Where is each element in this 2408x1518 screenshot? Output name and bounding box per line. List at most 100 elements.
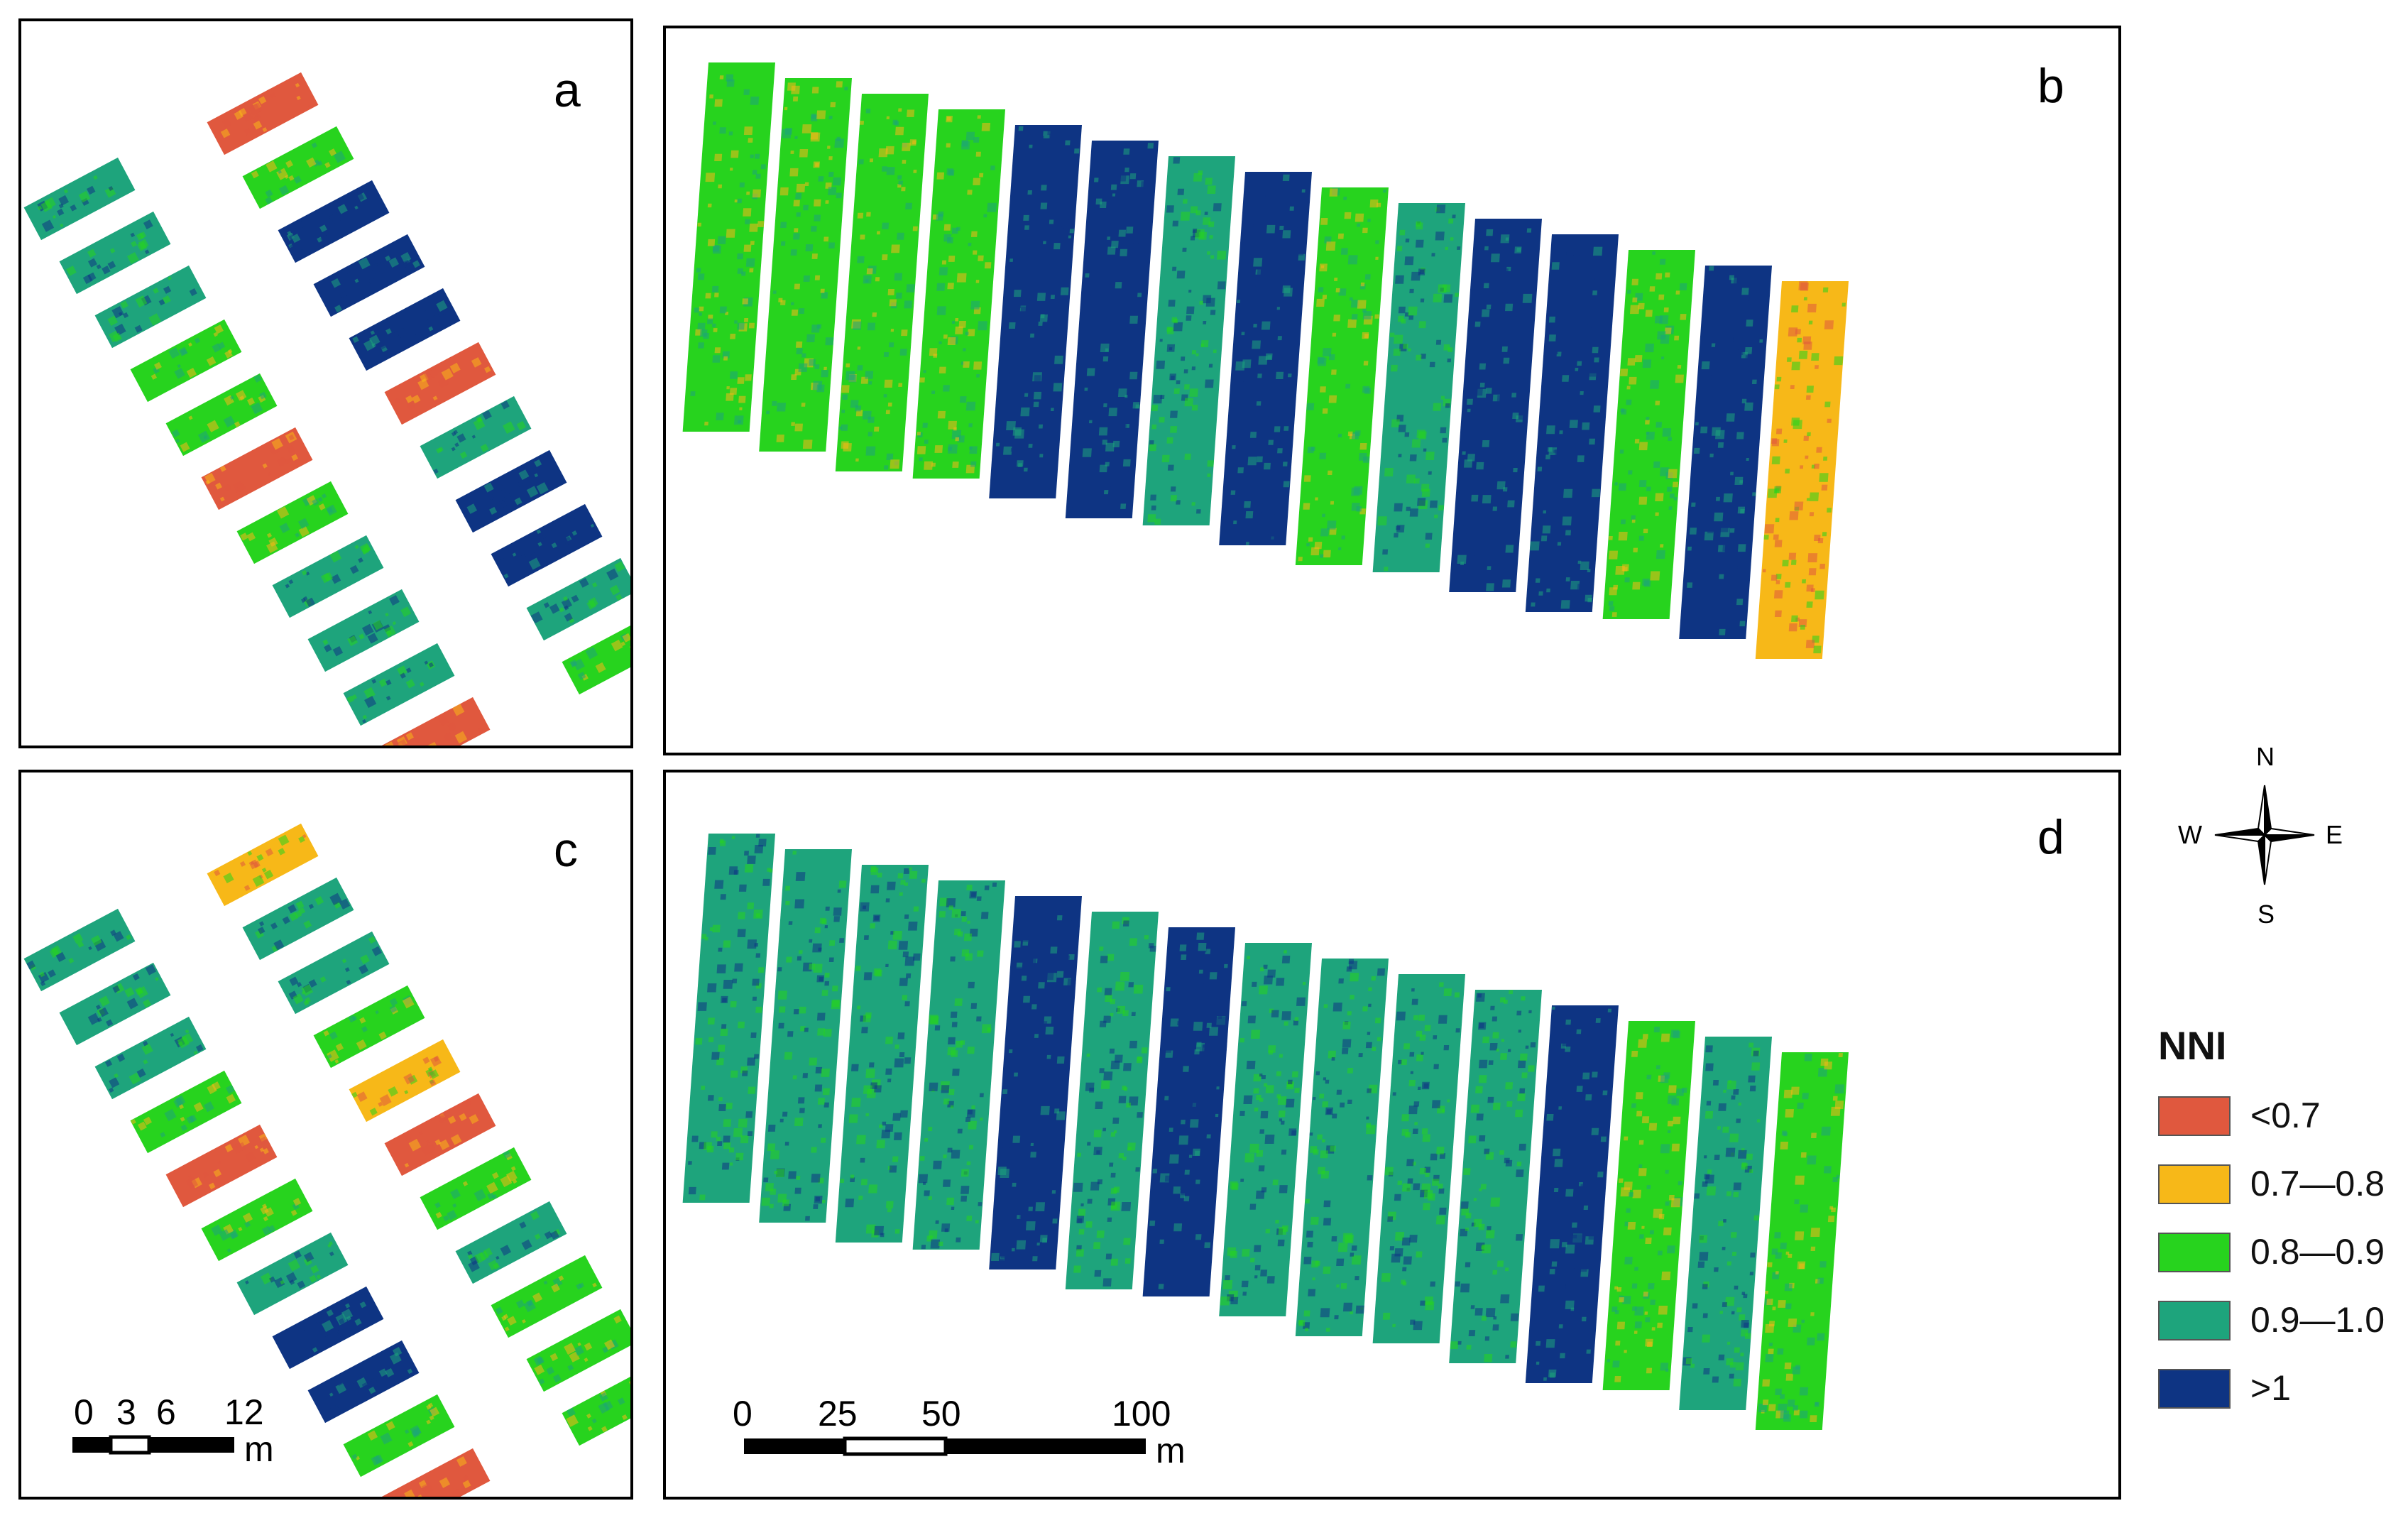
panel-a-plot-texture: [295, 533, 300, 537]
panel-b-strip-texture: [1041, 185, 1047, 191]
panel-b-strip-texture: [1170, 426, 1178, 433]
panel-b-strip-texture: [968, 423, 973, 427]
panel-b-strip-texture: [1693, 447, 1700, 454]
panel-d-strip-texture: [845, 1198, 855, 1208]
panel-d-strip-texture: [1340, 1283, 1347, 1289]
panel-d-strip-texture: [1450, 1341, 1459, 1350]
panel-a-plot-texture: [405, 667, 412, 673]
panel-d-strip-texture: [1401, 1114, 1410, 1122]
panel-a-plot-texture: [537, 542, 542, 547]
panel-b-strip-texture: [1794, 501, 1804, 510]
panel-d-strip-texture: [990, 1252, 1000, 1261]
panel-b-strip-texture: [1723, 337, 1734, 346]
panel-b-strip-texture: [1351, 314, 1358, 320]
panel-b-strip-texture: [1209, 235, 1213, 239]
panel-d-strip-texture: [881, 1130, 891, 1139]
panel-d-strip-texture: [1263, 976, 1274, 985]
panel-c-plot-texture: [538, 1378, 545, 1385]
panel-b-strip-texture: [805, 244, 814, 251]
panel-d-strip-texture: [1209, 1027, 1219, 1036]
panel-b-strip-texture: [1322, 513, 1325, 518]
panel-a-plot-texture: [220, 129, 231, 138]
panel-b-strip-texture: [1258, 356, 1268, 365]
panel-b-strip-texture: [1207, 251, 1210, 255]
panel-b-strip-texture: [1570, 581, 1580, 590]
panel-d-strip-texture: [1685, 1358, 1692, 1365]
panel-d-strip-texture: [1411, 998, 1418, 1005]
panel-d-strip-texture: [1032, 1256, 1038, 1262]
panel-b-strip-texture: [1013, 454, 1019, 460]
panel-b-strip-texture: [1176, 380, 1181, 385]
panel-d-strip-texture: [1478, 1022, 1487, 1030]
panel-c-plot-texture: [617, 1397, 625, 1405]
panel-b-strip-texture: [970, 300, 980, 310]
panel-a-plot-fill: [236, 481, 349, 564]
panel-d-strip-texture: [1422, 1134, 1431, 1142]
panel-d-strip-texture: [1050, 946, 1058, 954]
panel-c-plot-texture: [368, 1387, 376, 1394]
panel-d-strip-texture: [815, 1196, 821, 1202]
panel-c-map: [23, 823, 630, 1497]
panel-d-strip-texture: [1492, 1324, 1499, 1331]
panel-b-strip-texture: [936, 172, 945, 180]
panel-b-strip-texture: [1785, 469, 1790, 474]
panel-a-plot-texture: [492, 550, 505, 562]
panel-d-strip-texture: [1188, 1210, 1197, 1218]
panel-d-strip-texture: [933, 1160, 942, 1169]
panel-b-strip-texture: [1024, 393, 1029, 397]
panel-c-plot-texture: [302, 834, 307, 839]
panel-b-strip-texture: [1609, 606, 1615, 611]
panel-b-strip-texture: [886, 116, 890, 119]
panel-c-plot-texture: [418, 1131, 423, 1136]
panel-d-strip-texture: [928, 1127, 933, 1132]
panel-c-plot-texture: [247, 851, 253, 856]
panel-a-plot-texture: [120, 300, 128, 309]
panel-b-strip-texture: [1473, 371, 1483, 381]
panel-d-strip-texture: [1177, 1278, 1187, 1287]
panel-d-strip-texture: [1317, 1134, 1323, 1140]
panel-d-strip-texture: [1220, 1296, 1230, 1306]
panel-d-strip-texture: [1367, 1032, 1371, 1035]
panel-c-plot-fill: [378, 1448, 491, 1497]
panel-d-strip-texture: [1602, 1090, 1608, 1096]
panel-d-strip-texture: [1726, 1341, 1731, 1345]
panel-d-strip-texture: [1484, 1148, 1490, 1154]
panel-d-strip-texture: [1211, 1034, 1219, 1042]
panel-b-strip-texture: [696, 268, 701, 273]
panel-a-plot-texture: [259, 391, 267, 400]
panel-a-plot-fill: [130, 319, 242, 403]
panel-d-strip-texture: [809, 939, 813, 943]
panel-d-strip-texture: [929, 1082, 938, 1091]
panel-b-strip-texture: [1577, 361, 1582, 366]
panel-d-strip-texture: [821, 919, 827, 924]
panel-b-strip-texture: [947, 283, 954, 290]
panel-d-strip-texture: [1753, 1215, 1760, 1221]
panel-b-strip-texture: [1593, 256, 1600, 263]
panel-b-strip-texture: [749, 268, 754, 273]
panel-d-strip-texture: [1624, 1181, 1633, 1190]
panel-b-strip-texture: [1551, 278, 1559, 285]
panel-d-strip-texture: [951, 1022, 958, 1027]
panel-d-strip-texture: [979, 1093, 984, 1098]
panel-d-strip-texture: [1110, 1172, 1116, 1178]
panel-b-strip-texture: [1100, 180, 1108, 187]
panel-b-strip-texture: [1714, 407, 1719, 412]
panel-b-strip-texture: [1482, 338, 1490, 346]
panel-d-strip-texture: [899, 1110, 908, 1118]
panel-d-strip-texture: [1559, 1132, 1570, 1142]
panel-c-plot-texture: [278, 834, 290, 846]
panel-d-strip-texture: [1730, 1232, 1737, 1238]
panel-d-strip-texture: [748, 1086, 756, 1094]
panel-b-strip-texture: [1362, 456, 1370, 463]
panel-d-strip-texture: [1045, 1027, 1054, 1034]
panel-a-plot-texture: [489, 506, 498, 515]
panel-d-strip-texture: [1320, 1150, 1328, 1159]
panel-b-strip-fill: [759, 78, 852, 452]
panel-b-strip-texture: [790, 249, 797, 256]
panel-a-plot-texture: [205, 479, 210, 485]
panel-c-plot-texture: [403, 1073, 415, 1085]
panel-a-plot-texture: [126, 252, 139, 264]
panel-d-strip-texture: [1331, 1236, 1337, 1242]
panel-b-strip-texture: [1011, 487, 1021, 496]
panel-b-strip-texture: [1479, 363, 1487, 370]
